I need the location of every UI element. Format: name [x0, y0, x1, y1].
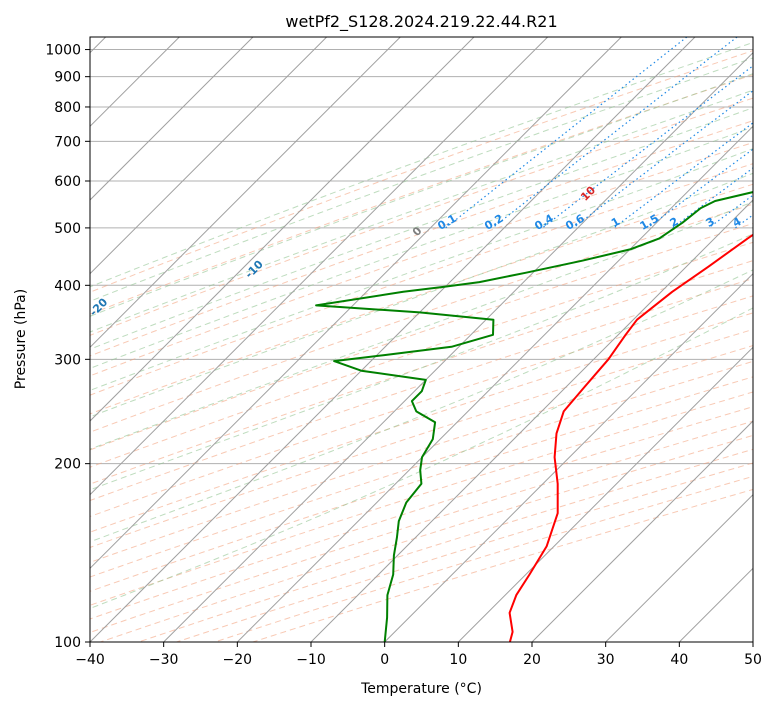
isotherm-line: [531, 420, 753, 642]
dry-adiabat-line: [90, 74, 753, 315]
isotherm-line: [90, 37, 549, 496]
x-tick-label: 40: [670, 652, 688, 668]
dry-adiabat-line: [100, 434, 753, 642]
moist-adiabat-line: [90, 89, 753, 333]
dry-adiabat-line: [90, 97, 753, 336]
mixing-ratio-line: [672, 167, 753, 229]
chart-title: wetPf2_S128.2024.219.22.44.R21: [285, 12, 557, 32]
y-tick-label: 400: [54, 278, 81, 294]
moist-adiabat-line: [90, 57, 753, 302]
isotherm-line: [605, 493, 753, 642]
y-tick-label: 1000: [45, 43, 81, 59]
moist-adiabat-line: [90, 73, 753, 317]
dry-adiabat-line: [90, 50, 753, 293]
mixing-ratio-line: [445, 37, 688, 229]
mixing-ratio-line: [492, 37, 738, 229]
isotherm-line: [90, 37, 475, 422]
isotherm-line: [310, 199, 753, 642]
moist-adiabat-line: [90, 126, 753, 369]
plot-area: 0.10.20.40.611.52346810131620253036-100-…: [87, 37, 775, 642]
moist-adiabat-line: [90, 107, 753, 350]
isotherm-line: [236, 125, 753, 642]
dry-adiabat-label: 0: [410, 224, 425, 239]
x-tick-label: 30: [597, 652, 615, 668]
y-tick-label: 900: [54, 70, 81, 86]
isotherm-line: [90, 37, 328, 275]
isotherm-line: [384, 272, 753, 642]
plot-frame: [89, 36, 754, 643]
isotherm-line: [90, 37, 622, 570]
isotherm-line: [90, 37, 254, 201]
mixing-ratio-label: 0.1: [435, 212, 458, 233]
isotherm-line: [90, 37, 401, 349]
mixing-ratio-line: [647, 148, 753, 229]
dry-adiabat-line: [90, 391, 753, 606]
y-axis-title: Pressure (hPa): [13, 289, 29, 389]
x-tick-label: −20: [223, 652, 253, 668]
x-tick-label: 50: [744, 652, 762, 668]
mixing-ratio-line: [613, 122, 753, 229]
y-tick-label: 500: [54, 221, 81, 237]
y-tick-label: 600: [54, 174, 81, 190]
dry-adiabat-line: [90, 163, 753, 396]
dry-adiabat-line: [90, 203, 753, 433]
isotherm-line: [163, 51, 753, 642]
moist-adiabat-line: [90, 233, 753, 491]
y-tick-label: 700: [54, 134, 81, 150]
dewpoint-profile-line: [315, 191, 753, 642]
x-tick-label: −30: [149, 652, 179, 668]
dry-adiabat-line: [90, 278, 753, 502]
dry-adiabat-line: [90, 141, 753, 377]
mixing-ratio-label: 6: [769, 215, 775, 230]
y-tick-label: 300: [54, 352, 81, 368]
dry-adiabat-line: [90, 260, 753, 485]
x-tick-label: 10: [449, 652, 467, 668]
dry-adiabat-label: -10: [243, 258, 266, 281]
x-tick-label: −40: [75, 652, 105, 668]
mixing-ratio-label: 0.6: [563, 212, 587, 233]
x-axis-title: Temperature (°C): [360, 681, 482, 697]
dry-adiabat-line: [90, 222, 753, 451]
y-axis: 1000 900 800 700 600 500 400 300 200 100: [45, 43, 90, 651]
mixing-ratio-line: [572, 89, 753, 229]
dry-adiabat-line: [90, 420, 753, 633]
temperature-profile-line: [508, 233, 753, 642]
isotherm-line: [90, 37, 696, 642]
dry-adiabat-line: [90, 328, 753, 548]
x-tick-label: −10: [296, 652, 326, 668]
x-tick-label: 0: [380, 652, 389, 668]
dry-adiabat-label: -20: [87, 295, 110, 318]
dry-adiabat-label: 10: [578, 183, 598, 203]
dry-adiabat-label: 20: [758, 145, 775, 165]
y-tick-label: 200: [54, 457, 81, 473]
isotherm-line: [457, 346, 753, 642]
x-axis: −40 −30 −20 −10 0 10 20 30 40 50: [75, 642, 762, 668]
x-tick-label: 20: [523, 652, 541, 668]
dry-adiabat-line: [90, 360, 753, 578]
isotherm-line: [752, 641, 753, 642]
moist-adiabat-line: [90, 201, 753, 450]
y-tick-label: 800: [54, 100, 81, 116]
dry-adiabat-line: [90, 312, 753, 533]
y-tick-label: 100: [54, 635, 81, 651]
isotherm-line: [678, 567, 753, 642]
moist-adiabat-line: [90, 172, 753, 418]
